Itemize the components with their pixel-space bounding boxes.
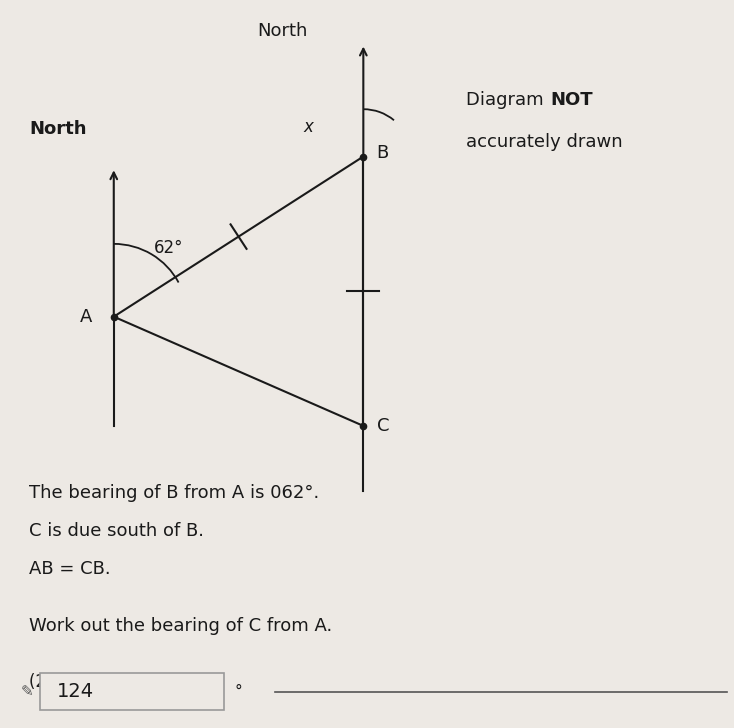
Text: NOT: NOT — [550, 91, 593, 109]
Text: 124: 124 — [57, 682, 94, 701]
Text: North: North — [29, 120, 87, 138]
Text: x: x — [303, 119, 313, 136]
Text: 62°: 62° — [154, 239, 184, 256]
Text: The bearing of B from A is 062°.: The bearing of B from A is 062°. — [29, 484, 319, 502]
Text: Diagram: Diagram — [466, 91, 550, 109]
Text: C: C — [377, 417, 389, 435]
Text: North: North — [258, 22, 308, 40]
Text: accurately drawn: accurately drawn — [466, 133, 622, 151]
Text: ✎: ✎ — [21, 684, 34, 699]
Text: AB = CB.: AB = CB. — [29, 560, 111, 578]
Text: A: A — [79, 308, 92, 325]
FancyBboxPatch shape — [40, 673, 224, 710]
Text: C is due south of B.: C is due south of B. — [29, 522, 204, 540]
Text: B: B — [377, 144, 389, 162]
Text: Work out the bearing of C from A.: Work out the bearing of C from A. — [29, 617, 333, 635]
Text: °: ° — [235, 684, 243, 699]
Text: (2 marks): (2 marks) — [29, 673, 110, 692]
